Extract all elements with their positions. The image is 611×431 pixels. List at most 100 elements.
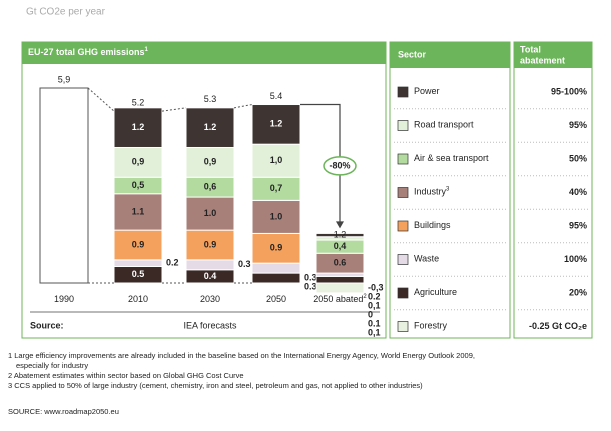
value-label: 0,9 — [204, 157, 217, 167]
total-label: 1.2 — [334, 230, 347, 240]
abatement-header-text: abatement — [520, 55, 565, 65]
legend-entry: Waste — [414, 254, 439, 264]
connector — [87, 87, 115, 112]
value-label: 1.2 — [270, 119, 283, 129]
sector-panel — [389, 41, 511, 339]
value-label: 0.2 — [368, 291, 381, 301]
bar-segment — [185, 259, 235, 271]
connector — [161, 107, 187, 112]
abatement-value: 95-100% — [551, 86, 587, 96]
legend-swatch — [397, 120, 409, 131]
legend-swatch — [397, 254, 409, 265]
value-label: 1.2 — [204, 122, 217, 132]
x-tick-label: 2050 abated2 — [313, 294, 367, 305]
abatement-header-text: Total — [520, 44, 541, 54]
annotation: -80% — [329, 160, 350, 170]
value-label: 1.0 — [270, 211, 283, 221]
legend-entry: Agriculture — [414, 287, 457, 297]
legend-swatch — [397, 86, 409, 98]
bar-segment — [251, 104, 301, 145]
bar-segment — [251, 232, 301, 264]
abatement-header — [514, 42, 592, 68]
x-tick-label-text: 2030 — [200, 294, 220, 304]
legend-swatch — [397, 153, 409, 165]
legend-entry-text: Buildings — [414, 220, 451, 230]
abatement-value: 40% — [569, 187, 587, 197]
legend-entry: Forestry — [414, 321, 448, 331]
source-text: IEA forecasts — [183, 320, 237, 330]
abatement-value: -0.25 Gt CO₂e — [529, 321, 587, 331]
connector — [233, 104, 253, 109]
abatement-value: 20% — [569, 287, 587, 297]
bar-segment — [315, 275, 365, 284]
legend-swatch — [397, 220, 409, 232]
value-label: 0.3 — [238, 259, 251, 269]
total-bar — [39, 87, 89, 284]
legend-entry: Buildings — [414, 220, 451, 230]
legend-entry-text: Industry — [414, 187, 447, 197]
chart-title-text: EU-27 total GHG emissions — [28, 47, 145, 57]
bar-segment — [113, 259, 163, 267]
x-tick-label-text: 2010 — [128, 294, 148, 304]
bar-segment — [251, 199, 301, 234]
annotation-circle — [323, 156, 357, 176]
value-label: 0.2 — [166, 258, 179, 268]
x-tick-label: 2010 — [128, 294, 148, 304]
footnote: especially for industry — [16, 361, 88, 370]
legend-swatch — [397, 287, 409, 299]
x-tick-label: 2050 — [266, 294, 286, 304]
value-label: 0.1 — [368, 318, 381, 328]
footnote: 1 Large efficiency improvements are alre… — [8, 351, 475, 360]
chart-title: EU-27 total GHG emissions1 — [28, 47, 149, 58]
legend-entry: Power — [414, 86, 440, 96]
value-label: 0.9 — [204, 239, 217, 249]
abatement-value: 95% — [569, 120, 587, 130]
legend-entry-text: Air & sea transport — [414, 153, 489, 163]
bar-segment — [113, 146, 163, 178]
total-label: 5.3 — [204, 94, 217, 104]
sector-header-text: Sector — [398, 49, 427, 59]
source-label: Source: — [30, 320, 64, 330]
abatement-value: 95% — [569, 220, 587, 230]
bar-segment — [251, 272, 301, 284]
bar-segment — [113, 193, 163, 231]
bar-segment — [251, 262, 301, 274]
bar-segment — [185, 196, 235, 231]
legend-entry-text: Road transport — [414, 120, 474, 130]
x-tick-label-text: 1990 — [54, 294, 74, 304]
total-label: 5.2 — [132, 98, 145, 108]
legend-entry-note: 3 — [446, 186, 450, 192]
bar-segment — [251, 143, 301, 178]
total-label: 5,9 — [58, 74, 71, 84]
value-label: 1,0 — [270, 155, 283, 165]
value-label: -0,3 — [368, 282, 384, 292]
value-label: 0.6 — [334, 258, 347, 268]
value-label: 0,1 — [368, 300, 381, 310]
value-label: 0,7 — [270, 183, 283, 193]
arrow — [300, 103, 341, 226]
abatement-value: 50% — [569, 153, 587, 163]
value-label: 0 — [368, 309, 373, 319]
chart-title-note: 1 — [145, 47, 149, 53]
bar-segment — [185, 146, 235, 178]
value-label: 0,1 — [368, 327, 381, 337]
legend-swatch — [397, 321, 409, 332]
legend-swatch — [397, 187, 409, 198]
legend-entry: Industry3 — [414, 186, 450, 197]
abatement-value: 100% — [564, 254, 587, 264]
legend-entry-text: Waste — [414, 254, 439, 264]
value-label: 0,5 — [132, 180, 145, 190]
bar-segment — [113, 107, 163, 148]
source: SOURCE: www.roadmap2050.eu — [8, 407, 119, 416]
value-label: 0.3 — [304, 281, 317, 291]
x-tick-label-text: 2050 abated — [313, 294, 363, 304]
value-label: 0,6 — [204, 182, 217, 192]
chart-header — [22, 42, 386, 64]
legend-entry-text: Power — [414, 86, 440, 96]
value-label: 1.0 — [204, 208, 217, 218]
arrow-head — [336, 221, 344, 229]
legend-entry-text: Forestry — [414, 321, 448, 331]
value-label: 0.4 — [204, 271, 217, 281]
